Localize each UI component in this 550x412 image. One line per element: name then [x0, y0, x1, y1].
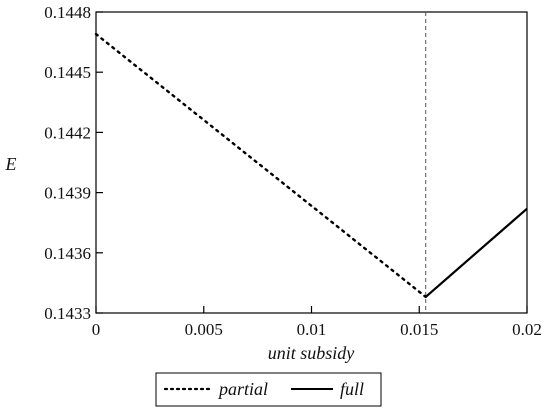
plot-frame: [95, 11, 528, 314]
x-tick-label: 0: [92, 320, 101, 339]
legend-label-full: full: [340, 379, 364, 399]
y-axis-ticks: 0.1433 0.1436 0.1439 0.1442 0.1445 0.1448: [44, 3, 103, 323]
y-tick-label: 0.1448: [44, 3, 91, 22]
x-axis-ticks: 0 0.005 0.01 0.015 0.02: [92, 306, 542, 339]
x-axis-title: unit subsidy: [268, 343, 355, 363]
legend-label-partial: partial: [217, 379, 268, 399]
series-line-full: [424, 207, 528, 298]
series-lines: [94, 32, 528, 299]
y-tick-label: 0.1433: [44, 304, 91, 323]
x-tick-label: 0.005: [185, 320, 223, 339]
legend: partial full: [155, 372, 382, 407]
x-tick-label: 0.01: [297, 320, 327, 339]
y-axis-title: E: [5, 154, 17, 174]
y-tick-label: 0.1445: [44, 63, 91, 82]
y-tick-label: 0.1439: [44, 184, 91, 203]
series-line-partial: [94, 32, 427, 299]
y-tick-label: 0.1436: [44, 244, 91, 263]
x-tick-label: 0.015: [400, 320, 438, 339]
legend-box: [155, 372, 382, 407]
y-tick-label: 0.1442: [44, 123, 91, 142]
x-tick-label: 0.02: [512, 320, 542, 339]
